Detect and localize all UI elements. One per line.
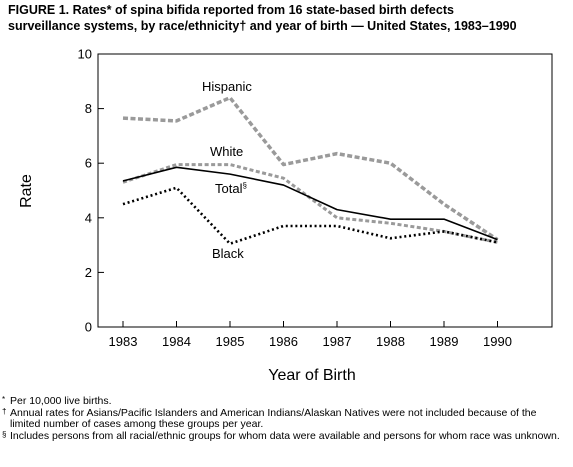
series-line-hispanic [122,95,499,242]
series-label-white: White [210,144,243,159]
series-line-black [122,186,498,246]
y-tick-label: 8 [85,101,92,116]
series-label-black: Black [212,246,244,261]
y-tick-label: 6 [85,156,92,171]
series-labels: Hispanic White Total§ Black [202,79,252,261]
x-tick-label: 1984 [162,334,191,349]
plot-frame [97,53,553,328]
footnotes: * Per 10,000 live births. † Annual rates… [2,395,568,443]
y-tick-label: 4 [85,210,92,225]
x-tick-label: 1989 [430,334,459,349]
figure-title-line-2: surveillance systems, by race/ethnicity†… [8,19,517,33]
series-label-mark: § [242,181,246,190]
figure-title-line-1: FIGURE 1. Rates* of spina bifida reporte… [8,3,454,17]
footnote-total-mark: § [2,429,7,439]
series-line-total [122,166,498,241]
footnote-race-text: Annual rates for Asians/Pacific Islander… [10,406,537,430]
footnote-rate-mark: * [2,395,6,404]
x-tick-label: 1987 [323,334,352,349]
y-axis-title: Rate [18,174,35,208]
series-label-total: Total§ [215,181,247,196]
y-tick-label: 2 [85,265,92,280]
x-axis-title: Year of Birth [268,367,355,384]
x-tick-label: 1988 [376,334,405,349]
y-tick-label: 0 [85,320,92,335]
footnote-total-text: Includes persons from all racial/ethnic … [10,429,560,442]
series-label-hispanic: Hispanic [202,79,252,94]
x-tick-label: 1985 [216,334,245,349]
x-tick-label: 1990 [483,334,512,349]
y-tick-label: 10 [78,47,92,62]
footnote-rate-text: Per 10,000 live births. [10,395,112,407]
plot-area [97,53,553,328]
x-tick-label: 1986 [269,334,298,349]
y-axis: 0 2 4 6 8 10 [78,47,104,335]
x-axis: 1983 1984 1985 1986 1987 1988 1989 1990 [109,321,512,349]
series-lines [122,95,499,246]
footnote-total: § Includes persons from all racial/ethni… [2,429,568,443]
footnote-rate: * Per 10,000 live births. [2,395,568,408]
figure-title: FIGURE 1. Rates* of spina bifida reporte… [8,2,568,34]
footnote-race-mark: † [2,406,7,416]
footnote-race: † Annual rates for Asians/Pacific Island… [2,406,568,431]
x-tick-label: 1983 [109,334,138,349]
